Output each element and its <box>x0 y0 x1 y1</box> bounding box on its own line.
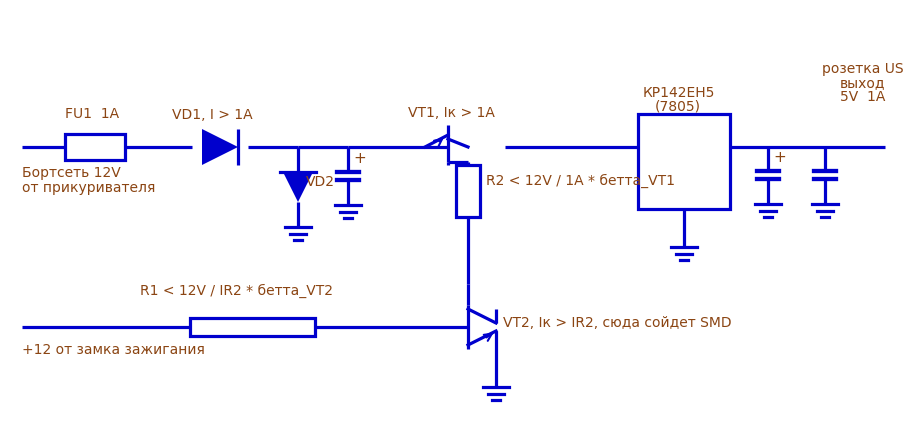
Text: VT2, Iк > IR2, сюда сойдет SMD: VT2, Iк > IR2, сюда сойдет SMD <box>502 315 731 329</box>
Text: +: + <box>352 151 366 166</box>
Text: 5V  1A: 5V 1A <box>839 90 884 104</box>
Text: R2 < 12V / 1A * бетта_VT1: R2 < 12V / 1A * бетта_VT1 <box>486 173 675 188</box>
Polygon shape <box>283 173 312 202</box>
Polygon shape <box>201 130 237 166</box>
Text: VD2: VD2 <box>305 175 335 189</box>
Text: от прикуривателя: от прикуривателя <box>22 181 155 195</box>
Text: FU1  1A: FU1 1A <box>65 107 119 121</box>
Bar <box>638 115 730 210</box>
Text: VT1, Iк > 1A: VT1, Iк > 1A <box>407 106 494 120</box>
Text: розетка USB: розетка USB <box>821 62 903 76</box>
Text: Бортсеть 12V: Бортсеть 12V <box>22 166 121 180</box>
Text: (7805): (7805) <box>655 99 700 113</box>
Text: R1 < 12V / IR2 * бетта_VT2: R1 < 12V / IR2 * бетта_VT2 <box>140 283 332 297</box>
Text: выход: выход <box>839 76 885 90</box>
Bar <box>190 318 314 336</box>
Text: +12 от замка зажигания: +12 от замка зажигания <box>22 342 205 356</box>
Text: +: + <box>772 150 785 165</box>
Text: VD1, I > 1A: VD1, I > 1A <box>172 108 252 122</box>
Text: КР142ЕН5: КР142ЕН5 <box>642 86 714 100</box>
Bar <box>455 166 479 218</box>
Bar <box>65 135 125 161</box>
